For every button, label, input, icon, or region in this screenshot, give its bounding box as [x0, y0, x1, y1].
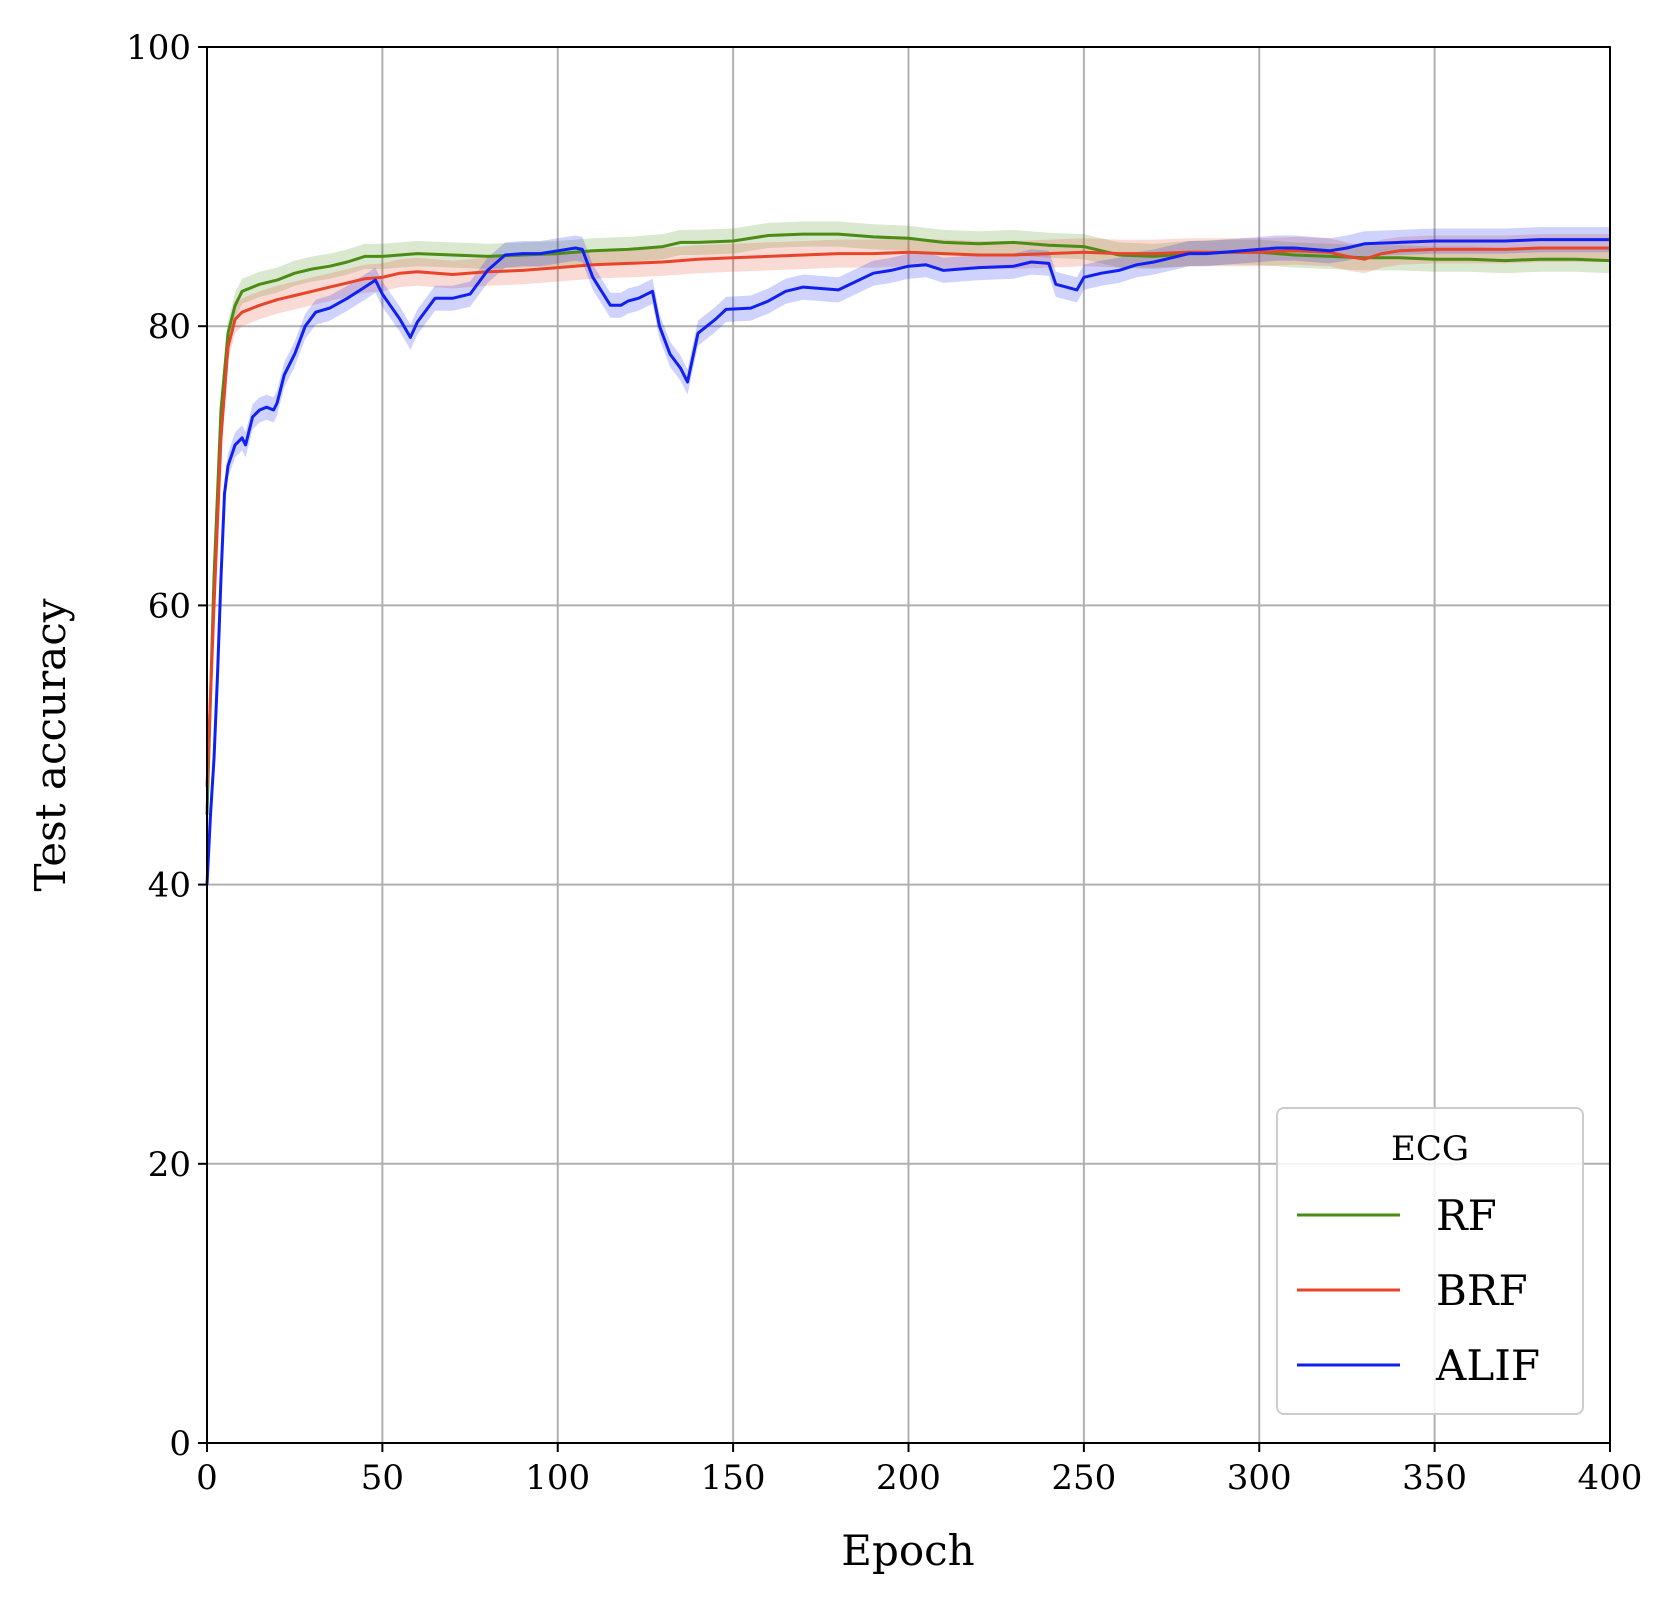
legend-box — [1276, 1107, 1584, 1415]
y-axis-label: Test accuracy — [26, 598, 75, 891]
x-tick-label: 0 — [196, 1458, 218, 1498]
y-tick-label: 20 — [148, 1145, 191, 1185]
x-tick-label: 350 — [1402, 1458, 1467, 1498]
x-tick-label: 50 — [361, 1458, 404, 1498]
confidence-bands — [207, 221, 1610, 898]
band-alif — [207, 227, 1610, 898]
x-tick-label: 100 — [525, 1458, 590, 1498]
x-tick-label: 250 — [1051, 1458, 1116, 1498]
series-line-alif — [205, 238, 1610, 885]
legend-items: RF BRF ALIF — [1297, 1191, 1540, 1390]
legend-title: ECG — [1391, 1129, 1469, 1169]
y-tick-label: 40 — [148, 866, 191, 906]
y-tick-label: 60 — [148, 586, 191, 626]
x-axis-ticks: 0 50 100 150 200 250 300 350 400 — [196, 1443, 1642, 1498]
legend-label-brf: BRF — [1436, 1266, 1528, 1315]
band-brf — [207, 234, 1610, 801]
legend: ECG RF BRF ALIF — [1276, 1107, 1584, 1415]
series-line-rf — [205, 232, 1611, 815]
x-tick-label: 400 — [1578, 1458, 1643, 1498]
y-tick-label: 0 — [169, 1424, 191, 1464]
x-axis-label: Epoch — [841, 1526, 974, 1575]
y-tick-label: 100 — [126, 28, 191, 68]
x-tick-label: 300 — [1227, 1458, 1292, 1498]
x-tick-label: 150 — [701, 1458, 766, 1498]
x-tick-label: 200 — [876, 1458, 941, 1498]
series-line-brf — [205, 246, 1610, 787]
series-lines — [205, 232, 1611, 885]
y-tick-label: 80 — [148, 307, 191, 347]
y-axis-ticks: 0 20 40 60 80 100 — [126, 28, 207, 1464]
legend-label-alif: ALIF — [1435, 1341, 1540, 1390]
legend-label-rf: RF — [1436, 1191, 1497, 1240]
